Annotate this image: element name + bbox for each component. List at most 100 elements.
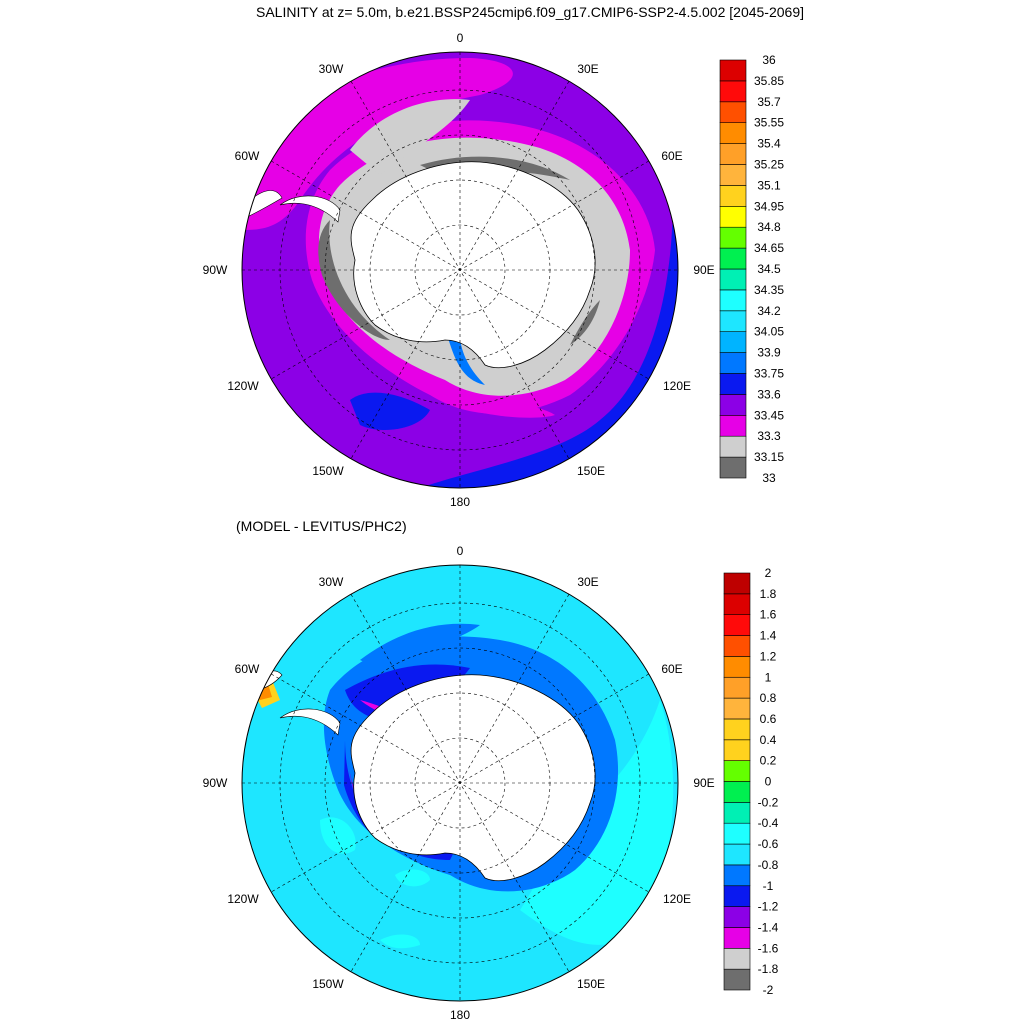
salinity-colorbar-label: 34.2 bbox=[757, 304, 781, 318]
difference-colorbar-swatch bbox=[723, 656, 751, 678]
salinity-colorbar-swatch bbox=[719, 164, 747, 186]
difference-colorbar-swatch bbox=[723, 760, 751, 782]
salinity-colorbar-label: 33.15 bbox=[754, 450, 784, 464]
difference-colorbar-swatch bbox=[723, 927, 751, 949]
salinity-colorbar-label: 34.8 bbox=[757, 220, 781, 234]
difference-lon-180: 180 bbox=[450, 1008, 470, 1022]
salinity-lightgray-north bbox=[350, 99, 470, 175]
salinity-peninsula bbox=[279, 195, 341, 223]
salinity-lon-60e: 60E bbox=[661, 149, 682, 163]
salinity-colorbar-label: 35.7 bbox=[757, 95, 781, 109]
difference-colorbar-swatch bbox=[723, 968, 751, 991]
salinity-lon-150w: 150W bbox=[312, 464, 344, 478]
difference-colorbar-swatch bbox=[723, 822, 751, 845]
difference-cyan-patch2 bbox=[395, 869, 430, 887]
difference-colorbar-label: 1.8 bbox=[760, 587, 777, 601]
difference-colorbar-label: -1.2 bbox=[758, 900, 779, 914]
salinity-colorbar-swatch bbox=[719, 143, 747, 165]
difference-colorbar-swatch bbox=[723, 676, 751, 699]
salinity-lon-60w: 60W bbox=[235, 149, 260, 163]
salinity-colorbar-label: 34.5 bbox=[757, 262, 781, 276]
salinity-colorbar-swatch bbox=[719, 331, 747, 353]
difference-antarctica bbox=[350, 674, 596, 882]
difference-colorbar-label: -0.6 bbox=[758, 837, 779, 851]
difference-peninsula bbox=[279, 708, 341, 736]
salinity-rim-east bbox=[420, 205, 678, 488]
difference-colorbar-label: 0.4 bbox=[760, 733, 777, 747]
salinity-colorbar-label: 33.75 bbox=[754, 367, 784, 381]
difference-colorbar-swatch bbox=[723, 718, 751, 741]
salinity-darkgray-east bbox=[570, 300, 600, 345]
difference-colorbar-swatch bbox=[723, 864, 751, 887]
salinity-colorbar: 36 35.85 35.7 35.55 35.4 35.25 35.1 34.95 34.8 34… bbox=[719, 53, 784, 485]
difference-lon-120w: 120W bbox=[227, 892, 259, 906]
salinity-colorbar-label: 35.1 bbox=[757, 178, 781, 192]
difference-lon-0: 0 bbox=[457, 544, 464, 558]
difference-colorbar-label: 1.4 bbox=[760, 629, 777, 643]
difference-lon-90w: 90W bbox=[203, 776, 228, 790]
salinity-colorbar-swatch bbox=[719, 268, 747, 291]
difference-colorbar-label: -1.6 bbox=[758, 941, 779, 955]
salinity-colorbar-swatch bbox=[719, 206, 747, 228]
difference-colorbar-label: -0.8 bbox=[758, 858, 779, 872]
salinity-lon-30e: 30E bbox=[577, 62, 598, 76]
salinity-antarctica bbox=[350, 161, 596, 369]
salinity-colorbar-label: 33.9 bbox=[757, 346, 781, 360]
difference-colorbar-label: 0.2 bbox=[760, 754, 777, 768]
salinity-colorbar-label: 34.65 bbox=[754, 241, 784, 255]
salinity-colorbar-swatch bbox=[719, 80, 747, 103]
salinity-colorbar-swatch bbox=[719, 185, 747, 207]
difference-lon-60e: 60E bbox=[661, 662, 682, 676]
difference-colorbar-swatch bbox=[723, 802, 751, 824]
salinity-lon-120e: 120E bbox=[663, 379, 691, 393]
salinity-blob-south bbox=[350, 392, 430, 430]
salinity-colorbar-label: 34.35 bbox=[754, 283, 784, 297]
salinity-colorbar-swatch bbox=[719, 226, 747, 249]
difference-lon-120e: 120E bbox=[663, 892, 691, 906]
difference-colorbar-label: 1 bbox=[765, 670, 772, 684]
difference-colorbar-label: 0.6 bbox=[760, 712, 777, 726]
difference-title: (MODEL - LEVITUS/PHC2) bbox=[236, 518, 407, 534]
salinity-lon-30w: 30W bbox=[319, 62, 344, 76]
difference-colorbar-swatch bbox=[723, 635, 751, 657]
salinity-colorbar-label: 33.3 bbox=[757, 429, 781, 443]
salinity-lon-0: 0 bbox=[457, 31, 464, 45]
difference-colorbar-swatch bbox=[723, 593, 751, 615]
salinity-colorbar-label: 35.25 bbox=[754, 158, 784, 172]
salinity-colorbar-swatch bbox=[719, 289, 747, 312]
difference-colorbar-label: 1.2 bbox=[760, 649, 777, 663]
difference-lon-30e: 30E bbox=[577, 575, 598, 589]
difference-midblue-north bbox=[360, 623, 480, 672]
salinity-darkgray-west bbox=[318, 220, 390, 340]
salinity-ross-wedge bbox=[448, 338, 485, 385]
difference-lon-150e: 150E bbox=[577, 977, 605, 991]
difference-colorbar-label: 1.6 bbox=[760, 608, 777, 622]
salinity-colorbar-label: 34.95 bbox=[754, 199, 784, 213]
difference-lon-90e: 90E bbox=[693, 776, 714, 790]
difference-colorbar-swatch bbox=[723, 572, 751, 595]
salinity-lon-150e: 150E bbox=[577, 464, 605, 478]
difference-colorbar-swatch bbox=[723, 614, 751, 636]
difference-colorbar-swatch bbox=[723, 906, 751, 928]
difference-graticule bbox=[242, 565, 678, 1001]
salinity-colorbar-label: 33 bbox=[762, 471, 776, 485]
difference-lon-60w: 60W bbox=[235, 662, 260, 676]
salinity-colorbar-swatch bbox=[719, 59, 747, 82]
difference-colorbar-swatch bbox=[723, 885, 751, 907]
salinity-colorbar-swatch bbox=[719, 247, 747, 270]
main-title: SALINITY at z= 5.0m, b.e21.BSSP245cmip6.… bbox=[256, 4, 804, 20]
difference-cyan-patch1 bbox=[320, 817, 356, 854]
salinity-colorbar-label: 34.05 bbox=[754, 325, 784, 339]
difference-colorbar-swatch bbox=[723, 781, 751, 803]
salinity-colorbar-label: 35.4 bbox=[757, 137, 781, 151]
salinity-colorbar-label: 33.45 bbox=[754, 408, 784, 422]
difference-colorbar-label: -1.4 bbox=[758, 920, 779, 934]
salinity-map: 0 30E 60E 90E 120E 150E 180 150W 120W 90… bbox=[203, 31, 715, 509]
salinity-colorbar-swatch bbox=[719, 101, 747, 124]
salinity-lon-90w: 90W bbox=[203, 263, 228, 277]
salinity-lon-180: 180 bbox=[450, 495, 470, 509]
salinity-colorbar-label: 35.55 bbox=[754, 116, 784, 130]
difference-colorbar-swatch bbox=[723, 739, 751, 761]
salinity-colorbar-swatch bbox=[719, 373, 747, 395]
